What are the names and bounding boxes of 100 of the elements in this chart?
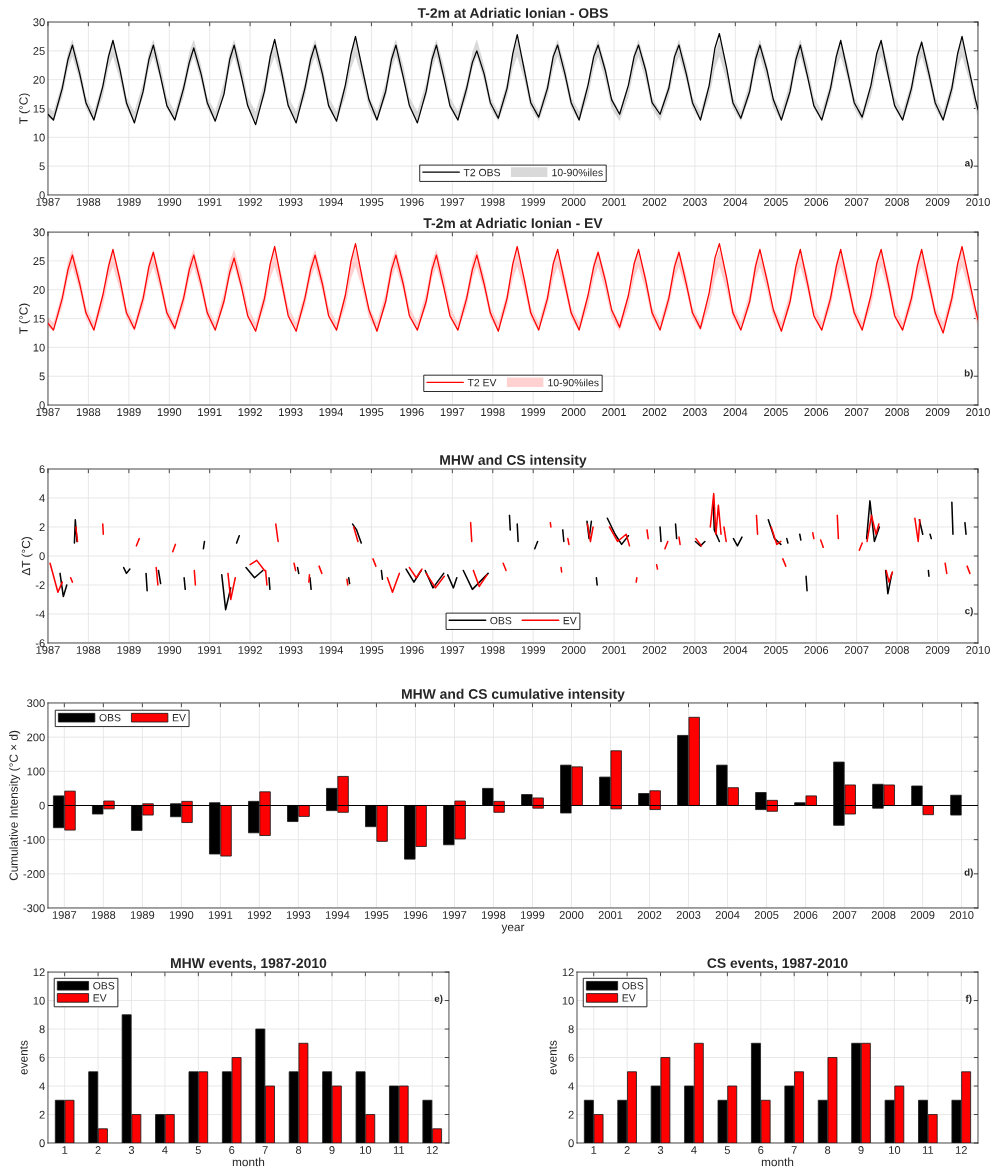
y-tick-label: -300 — [23, 904, 45, 913]
y-tick-label: 0 — [39, 191, 45, 200]
legend-label: EV — [93, 994, 107, 1002]
y-tick-label: 4 — [568, 1082, 574, 1091]
x-tick-label: 2003 — [676, 911, 701, 919]
annotation: f) — [965, 994, 972, 1004]
y-tick-label: 2 — [39, 1110, 45, 1119]
x-tick-label: 2001 — [602, 198, 626, 206]
x-tick-label: 2005 — [764, 408, 788, 416]
y-tick-label: 200 — [27, 733, 45, 742]
y-tick-label: 20 — [33, 286, 45, 294]
legend-label: T2 OBS — [463, 168, 501, 177]
x-tick-label: 2003 — [683, 646, 707, 654]
y-axis-title: T (°C) — [19, 93, 31, 124]
x-tick-label: 2000 — [559, 911, 584, 919]
x-tick-label: 1988 — [76, 198, 101, 206]
y-tick-label: 12 — [33, 968, 45, 977]
y-tick-label: 6 — [39, 465, 45, 474]
legend-label: OBS — [93, 982, 115, 990]
x-tick-label: 1994 — [319, 198, 344, 206]
x-tick-label: 2008 — [885, 646, 909, 654]
x-tick-label: 1990 — [169, 911, 194, 919]
x-tick-label: 5 — [724, 1146, 730, 1154]
x-tick-label: 2006 — [804, 646, 829, 654]
y-tick-label: 5 — [39, 372, 45, 381]
x-tick-label: 2007 — [844, 646, 869, 654]
x-tick-label: 2010 — [949, 911, 974, 919]
x-tick-label: 12 — [955, 1146, 967, 1154]
x-tick-label: 2004 — [723, 198, 748, 206]
legend-label: EV — [172, 714, 186, 722]
x-tick-label: 2002 — [642, 646, 667, 654]
x-tick-label: 1995 — [359, 198, 384, 206]
x-tick-label: 1988 — [76, 646, 101, 654]
x-tick-label: 1992 — [238, 198, 262, 206]
y-tick-label: 30 — [33, 228, 45, 237]
y-tick-label: 0 — [39, 552, 45, 561]
x-tick-label: 6 — [229, 1146, 235, 1154]
x-tick-label: 1990 — [157, 408, 182, 416]
x-tick-label: 2 — [95, 1146, 101, 1154]
x-tick-label: 2007 — [844, 408, 869, 416]
chart-title: T-2m at Adriatic Ionian - EV — [423, 217, 603, 229]
x-tick-label: 2005 — [764, 198, 788, 206]
x-tick-label: 2009 — [925, 646, 950, 654]
x-tick-label: 1997 — [440, 408, 465, 416]
chart-title: MHW events, 1987-2010 — [171, 958, 327, 971]
annotation: a) — [964, 159, 973, 169]
x-tick-label: 2001 — [602, 646, 626, 654]
y-tick-label: 0 — [39, 801, 45, 810]
x-tick-label: 7 — [262, 1146, 268, 1154]
legend-label: EV — [563, 617, 577, 625]
y-tick-label: -100 — [23, 835, 45, 844]
annotation: d) — [964, 868, 973, 878]
y-tick-label: 10 — [562, 996, 574, 1005]
x-tick-label: 1991 — [198, 408, 222, 416]
x-tick-label: 1988 — [76, 408, 101, 416]
legend-label: OBS — [99, 714, 121, 722]
y-tick-label: -4 — [35, 610, 45, 619]
y-tick-label: 25 — [33, 257, 45, 266]
y-tick-label: 10 — [33, 343, 45, 352]
x-tick-label: 2007 — [844, 198, 869, 206]
x-tick-label: 2008 — [885, 198, 909, 206]
x-tick-label: 2009 — [910, 911, 935, 919]
x-tick-label: 2009 — [925, 198, 950, 206]
x-tick-label: 1995 — [359, 408, 384, 416]
x-tick-label: 2 — [624, 1146, 630, 1154]
x-tick-label: 2004 — [723, 408, 748, 416]
x-axis-title: year — [501, 924, 525, 934]
y-tick-label: 15 — [33, 104, 45, 113]
x-tick-label: 2008 — [871, 911, 896, 919]
x-tick-label: 1990 — [157, 198, 182, 206]
x-tick-label: 1994 — [319, 408, 344, 416]
y-tick-label: 10 — [33, 133, 45, 142]
x-tick-label: 7 — [791, 1146, 797, 1154]
x-tick-label: 1990 — [157, 646, 182, 654]
x-tick-label: 5 — [195, 1146, 201, 1154]
x-tick-label: 1987 — [36, 646, 60, 654]
x-tick-label: 1992 — [238, 646, 262, 654]
x-tick-label: 4 — [691, 1146, 697, 1154]
annotation: e) — [434, 994, 443, 1004]
x-tick-label: 1999 — [521, 198, 546, 206]
x-tick-label: 1999 — [520, 911, 545, 919]
x-tick-label: 1989 — [117, 198, 141, 206]
x-tick-label: 2005 — [754, 911, 779, 919]
x-tick-label: 2003 — [683, 198, 707, 206]
x-tick-label: 2006 — [804, 408, 829, 416]
x-tick-label: 2005 — [764, 646, 788, 654]
x-tick-label: 2008 — [885, 408, 909, 416]
y-axis-title: events — [19, 1040, 28, 1075]
chart-title: MHW and CS cumulative intensity — [402, 688, 625, 702]
y-tick-label: 4 — [39, 1082, 45, 1091]
y-tick-label: 2 — [568, 1110, 574, 1119]
x-tick-label: 1 — [62, 1146, 68, 1154]
x-tick-label: 2010 — [966, 198, 990, 206]
y-axis-title: ΔT (°C) — [21, 537, 33, 576]
legend-label: EV — [622, 994, 636, 1002]
y-tick-label: -6 — [35, 639, 45, 648]
y-axis-title: T (°C) — [19, 303, 31, 334]
legend-label: OBS — [490, 616, 512, 625]
x-tick-label: 1994 — [319, 646, 344, 654]
x-tick-label: 4 — [162, 1146, 168, 1154]
